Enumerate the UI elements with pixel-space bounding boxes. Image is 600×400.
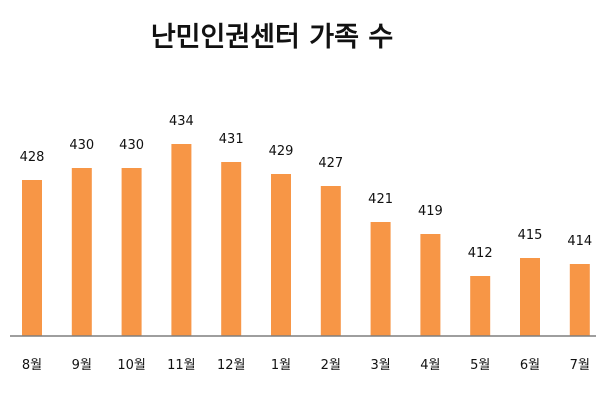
x-tick-labels: 8월 9월 10월 11월 12월 1월 2월 3월 4월 5월 6월 7월 [22, 358, 590, 373]
x-tick-label-11월: 11월 [167, 358, 196, 373]
bar-12월 [221, 162, 242, 336]
bars-layer [22, 144, 590, 336]
value-label-3월: 421 [368, 192, 393, 207]
x-tick-label-9월: 9월 [72, 358, 92, 373]
value-label-4월: 419 [418, 204, 443, 219]
x-tick-label-5월: 5월 [470, 358, 490, 373]
value-label-5월: 412 [468, 246, 493, 261]
bar-3월 [370, 222, 391, 336]
x-tick-label-2월: 2월 [321, 358, 341, 373]
x-tick-label-4월: 4월 [420, 358, 440, 373]
value-label-9월: 430 [69, 138, 94, 153]
x-tick-label-10월: 10월 [117, 358, 146, 373]
x-tick-label-3월: 3월 [370, 358, 390, 373]
value-label-7월: 414 [567, 234, 592, 249]
value-labels-layer: 428 430 430 434 431 429 427 421 419 412 415 414 [20, 114, 593, 261]
bar-11월 [171, 144, 192, 336]
x-tick-label-7월: 7월 [570, 358, 590, 373]
x-tick-label-12월: 12월 [217, 358, 246, 373]
x-tick-label-6월: 6월 [520, 358, 540, 373]
value-label-6월: 415 [518, 228, 543, 243]
bar-5월 [470, 276, 491, 336]
value-label-12월: 431 [219, 132, 244, 147]
bar-6월 [520, 258, 540, 336]
x-tick-label-8월: 8월 [22, 358, 42, 373]
value-label-1월: 429 [269, 144, 294, 159]
bar-2월 [320, 186, 341, 336]
bar-8월 [22, 180, 42, 336]
value-label-10월: 430 [119, 138, 144, 153]
value-label-2월: 427 [318, 156, 343, 171]
bar-9월 [71, 168, 92, 336]
bar-1월 [271, 174, 291, 336]
value-label-8월: 428 [20, 150, 45, 165]
value-label-11월: 434 [169, 114, 194, 129]
bar-4월 [420, 234, 441, 336]
x-tick-label-1월: 1월 [271, 358, 291, 373]
bar-7월 [569, 264, 590, 336]
chart-title: 난민인권센터 가족 수 [151, 22, 393, 53]
bar-10월 [121, 168, 142, 336]
